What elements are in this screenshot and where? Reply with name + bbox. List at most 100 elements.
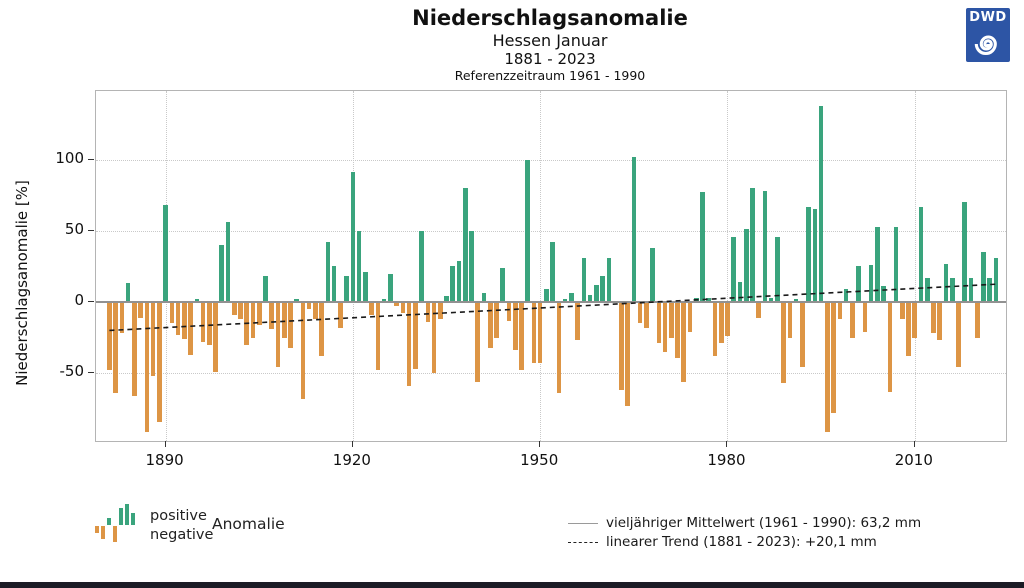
anomaly-bar-1982 (737, 282, 743, 302)
x-tick-mark (726, 441, 728, 447)
anomaly-bar-2002 (862, 302, 868, 332)
anomaly-bar-1902 (238, 302, 243, 320)
x-tick-label: 2010 (894, 451, 933, 469)
anomaly-bar-1921 (356, 230, 362, 302)
anomaly-bar-1968 (650, 247, 655, 302)
x-tick-label: 1980 (707, 451, 746, 469)
legend-mean-line-sample (568, 523, 598, 524)
anomaly-bar-1948 (525, 159, 530, 302)
anomaly-bar-2015 (943, 263, 949, 302)
x-tick-label: 1950 (520, 451, 559, 469)
anomaly-bar-1885 (132, 302, 137, 396)
anomaly-bar-2016 (949, 277, 955, 302)
anomaly-bar-2018 (962, 202, 968, 302)
anomaly-bar-1953 (556, 302, 562, 394)
anomaly-bar-1961 (606, 257, 612, 302)
anomaly-bar-1987 (768, 297, 774, 302)
plot-area (95, 90, 1007, 442)
anomaly-bar-1970 (662, 302, 668, 352)
anomaly-bar-1940 (475, 302, 481, 382)
x-tick-mark (351, 441, 353, 447)
x-tick-mark (539, 441, 541, 447)
anomaly-bar-1893 (182, 302, 187, 339)
subtitle-reference: Referenzzeitraum 1961 - 1990 (454, 68, 646, 83)
anomaly-bar-1977 (706, 297, 712, 302)
anomaly-bar-1989 (781, 302, 786, 384)
mean-line (96, 301, 1006, 303)
anomaly-bar-2009 (906, 302, 911, 357)
anomaly-bar-1974 (687, 302, 693, 332)
x-tick-label: 1890 (145, 451, 184, 469)
anomaly-bar-1997 (831, 302, 836, 414)
anomaly-bar-1947 (519, 302, 524, 371)
anomaly-bar-1886 (138, 302, 143, 318)
anomaly-bar-1891 (169, 302, 175, 324)
anomaly-bar-1884 (125, 283, 131, 302)
anomaly-bar-1895 (194, 299, 200, 302)
anomaly-bar-1928 (400, 302, 406, 314)
y-axis-title: Niederschlagsanomalie [%] (13, 180, 31, 386)
anomaly-bar-1881 (107, 302, 112, 371)
anomaly-bar-1918 (338, 302, 343, 328)
anomaly-bar-1972 (675, 302, 680, 358)
anomaly-bar-1964 (625, 302, 630, 406)
anomaly-bar-1897 (206, 302, 212, 345)
anomaly-bar-1988 (775, 236, 780, 302)
anomaly-bar-1934 (437, 302, 443, 320)
x-tick-mark (913, 441, 915, 447)
anomaly-bar-1950 (537, 302, 543, 364)
y-tick-mark (88, 372, 94, 374)
anomaly-bar-1942 (487, 302, 493, 348)
anomaly-bar-1889 (157, 302, 162, 422)
anomaly-bar-1909 (281, 302, 287, 338)
legend-positive-bar (107, 518, 111, 525)
dwd-logo-text: DWD (969, 10, 1007, 25)
anomaly-bar-1929 (406, 302, 412, 386)
anomaly-bar-1966 (637, 302, 643, 324)
y-gridline (96, 230, 1006, 232)
anomaly-bar-1920 (350, 172, 356, 302)
anomaly-bar-1910 (288, 302, 293, 348)
anomaly-bar-2008 (899, 302, 905, 320)
anomaly-bar-1960 (600, 276, 605, 302)
anomaly-bar-1984 (750, 188, 755, 302)
anomaly-bar-2006 (887, 302, 893, 392)
trend-line (109, 283, 996, 332)
anomaly-bar-1894 (188, 302, 193, 355)
anomaly-bar-2019 (968, 277, 974, 302)
legend-anomaly-label: Anomalie (212, 515, 285, 533)
anomaly-bar-1945 (506, 302, 512, 321)
anomaly-bar-1923 (369, 302, 374, 315)
anomaly-bar-1919 (344, 276, 349, 302)
anomaly-bar-2007 (893, 226, 899, 302)
anomaly-bar-1922 (363, 272, 368, 302)
legend-trend-label: linearer Trend (1881 - 2023): +20,1 mm (606, 534, 877, 550)
anomaly-bar-1955 (569, 293, 574, 302)
anomaly-bar-2011 (918, 206, 924, 302)
anomaly-bar-2023 (993, 257, 999, 302)
y-tick-label: -50 (59, 362, 85, 381)
anomaly-bar-1976 (700, 192, 705, 302)
legend-negative-label: negative (150, 527, 214, 543)
anomaly-bar-1925 (381, 299, 387, 302)
anomaly-bar-1936 (450, 266, 456, 302)
anomaly-bar-1985 (756, 302, 761, 318)
anomaly-bar-1946 (512, 302, 518, 351)
subtitle-region: Hessen Januar (492, 31, 608, 50)
anomaly-bar-1978 (712, 302, 718, 357)
anomaly-bar-1967 (644, 302, 649, 328)
anomaly-bar-1952 (550, 242, 555, 302)
anomaly-bar-1999 (843, 289, 849, 302)
anomaly-bar-1930 (413, 302, 418, 369)
dwd-spiral-icon (974, 35, 997, 56)
anomaly-bar-1898 (213, 302, 218, 372)
anomaly-bar-2010 (912, 302, 918, 338)
anomaly-bar-1971 (668, 302, 674, 338)
anomaly-bar-1995 (818, 105, 824, 302)
anomaly-bar-1949 (531, 302, 537, 364)
anomaly-bar-1994 (812, 209, 818, 302)
anomaly-bar-2022 (987, 277, 992, 302)
anomaly-bar-1906 (263, 276, 268, 302)
legend-negative-bar (113, 526, 117, 542)
